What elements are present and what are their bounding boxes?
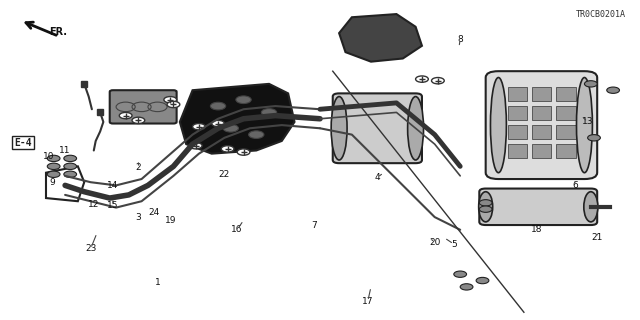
Circle shape <box>47 171 60 178</box>
Circle shape <box>588 135 600 141</box>
Text: 6: 6 <box>572 181 578 190</box>
Circle shape <box>47 163 60 170</box>
Text: 7: 7 <box>311 220 317 229</box>
Text: 10: 10 <box>44 152 55 161</box>
Text: 3: 3 <box>136 212 141 222</box>
Text: 5: 5 <box>451 240 457 249</box>
Circle shape <box>248 131 264 139</box>
Text: 16: 16 <box>232 225 243 234</box>
Ellipse shape <box>331 97 347 160</box>
Text: 2: 2 <box>136 164 141 172</box>
FancyBboxPatch shape <box>333 93 422 163</box>
Text: 12: 12 <box>88 200 99 209</box>
Ellipse shape <box>479 192 493 222</box>
Circle shape <box>64 163 77 170</box>
Circle shape <box>607 87 620 93</box>
Text: 1: 1 <box>155 278 161 287</box>
Text: FR.: FR. <box>49 27 67 36</box>
Circle shape <box>221 146 234 152</box>
FancyBboxPatch shape <box>479 188 597 225</box>
Text: 18: 18 <box>531 225 543 234</box>
Text: 24: 24 <box>148 208 160 217</box>
Circle shape <box>415 76 428 82</box>
Circle shape <box>223 124 239 132</box>
Circle shape <box>211 102 226 110</box>
Text: 23: 23 <box>85 244 96 253</box>
Bar <box>508 125 527 140</box>
Bar <box>532 87 551 101</box>
FancyBboxPatch shape <box>486 71 597 179</box>
Circle shape <box>237 149 250 155</box>
Ellipse shape <box>490 77 506 173</box>
Circle shape <box>132 117 145 124</box>
Circle shape <box>454 271 467 277</box>
Text: 15: 15 <box>107 202 118 211</box>
Text: 21: 21 <box>591 233 603 242</box>
Circle shape <box>212 120 225 127</box>
Circle shape <box>479 200 492 206</box>
Bar <box>556 106 575 120</box>
Bar <box>532 106 551 120</box>
Ellipse shape <box>584 192 598 222</box>
Bar <box>508 87 527 101</box>
Circle shape <box>164 97 177 103</box>
Circle shape <box>47 155 60 162</box>
Text: 17: 17 <box>362 297 374 306</box>
Circle shape <box>584 81 597 87</box>
Bar <box>556 125 575 140</box>
Circle shape <box>167 101 180 108</box>
Bar <box>556 144 575 158</box>
Bar <box>508 106 527 120</box>
Text: 9: 9 <box>49 178 55 187</box>
Ellipse shape <box>408 97 424 160</box>
Polygon shape <box>180 84 294 154</box>
Circle shape <box>64 171 77 178</box>
FancyBboxPatch shape <box>109 90 177 124</box>
Text: 11: 11 <box>60 146 71 155</box>
Text: 22: 22 <box>219 170 230 179</box>
Circle shape <box>119 112 132 119</box>
Circle shape <box>479 206 492 212</box>
Text: 13: 13 <box>582 117 593 126</box>
Text: E-4: E-4 <box>14 138 32 148</box>
Circle shape <box>189 142 202 149</box>
Bar <box>532 125 551 140</box>
Circle shape <box>476 277 489 284</box>
Circle shape <box>193 124 205 130</box>
Text: 8: 8 <box>458 35 463 44</box>
Bar <box>532 144 551 158</box>
Bar <box>556 87 575 101</box>
Circle shape <box>431 77 444 84</box>
Text: 4: 4 <box>374 173 380 182</box>
Circle shape <box>460 284 473 290</box>
Circle shape <box>64 155 77 162</box>
Circle shape <box>261 108 276 116</box>
Text: 20: 20 <box>429 238 440 247</box>
Circle shape <box>236 96 251 104</box>
Ellipse shape <box>577 77 593 173</box>
Text: 19: 19 <box>164 216 176 225</box>
Text: TR0CB0201A: TR0CB0201A <box>576 10 626 19</box>
Text: 14: 14 <box>108 181 118 190</box>
Bar <box>508 144 527 158</box>
Polygon shape <box>339 14 422 62</box>
